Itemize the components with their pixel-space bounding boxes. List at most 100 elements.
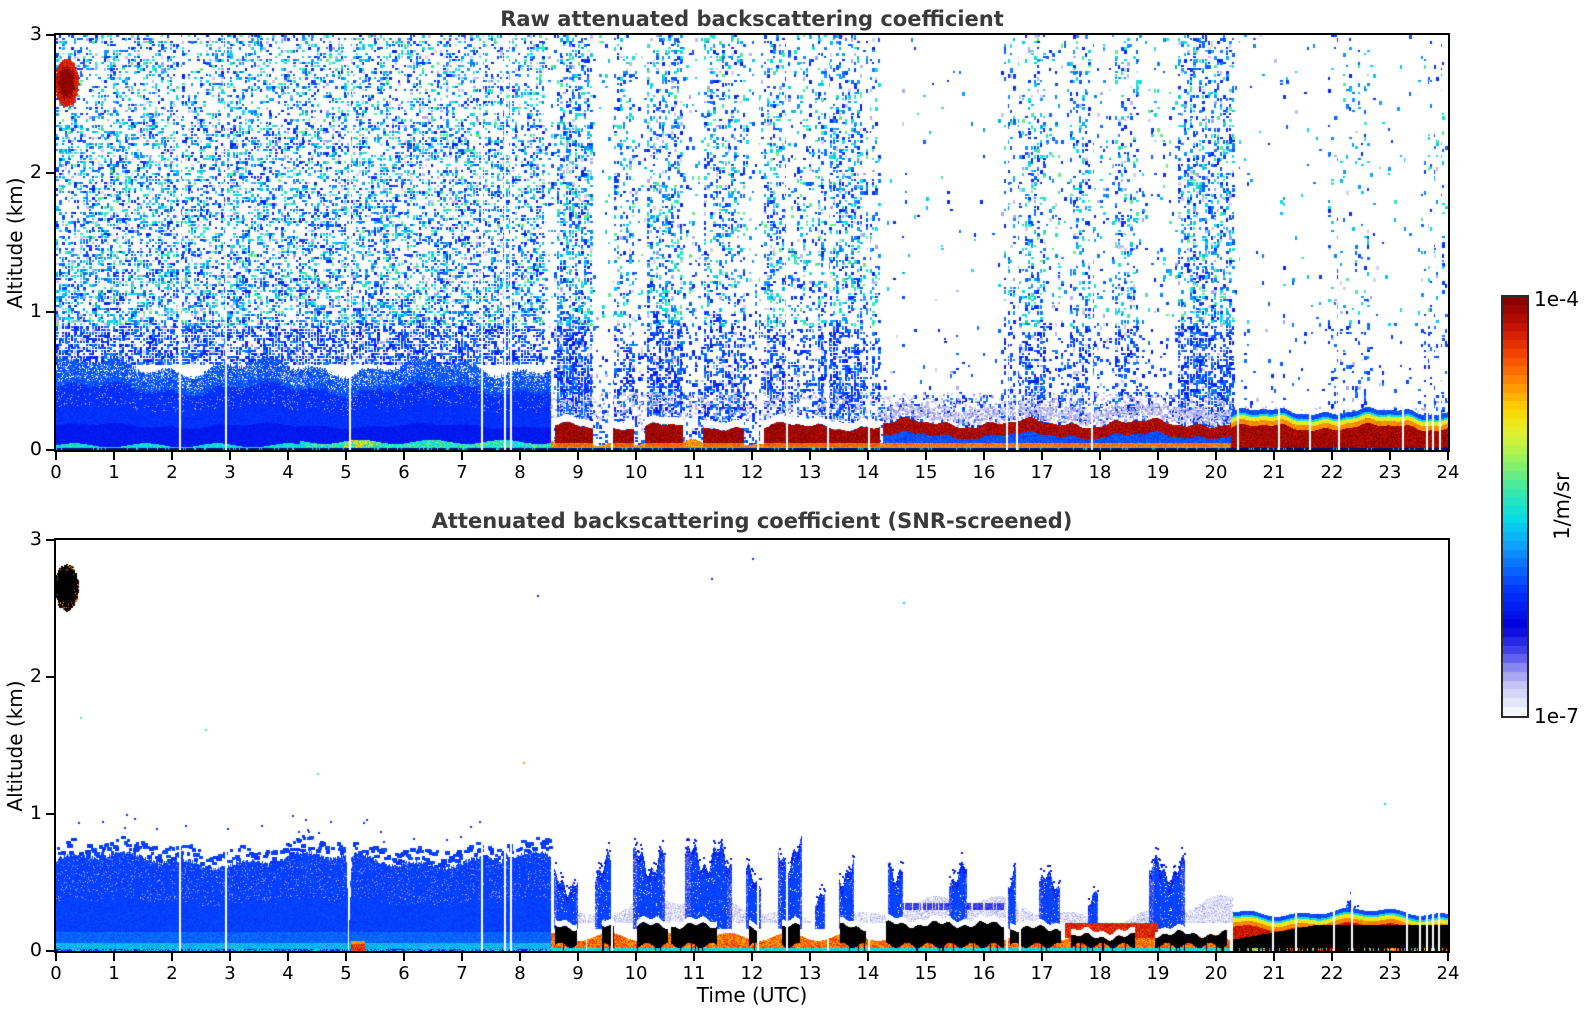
x-tick (925, 953, 927, 961)
x-tick-label: 3 (224, 963, 236, 984)
x-tick-label: 5 (340, 963, 352, 984)
x-tick (1447, 953, 1449, 961)
x-tick (1215, 452, 1217, 460)
screened-panel-title: Attenuated backscattering coefficient (S… (431, 509, 1073, 533)
y-tick (46, 34, 54, 36)
x-tick-label: 9 (572, 462, 584, 483)
x-tick (925, 452, 927, 460)
x-tick-label: 23 (1378, 963, 1402, 984)
x-tick-label: 21 (1262, 963, 1286, 984)
x-tick-label: 20 (1204, 462, 1228, 483)
x-tick (1331, 953, 1333, 961)
x-tick-label: 10 (624, 963, 648, 984)
x-tick (1215, 953, 1217, 961)
y-tick (46, 310, 54, 313)
x-tick (577, 953, 579, 961)
y-tick (46, 676, 54, 678)
colorbar-min-label: 1e-7 (1534, 704, 1579, 728)
x-tick (1273, 953, 1275, 961)
y-tick-label: 2 (29, 161, 42, 184)
x-tick (345, 452, 347, 460)
x-tick-label: 1 (108, 963, 120, 984)
x-tick-label: 8 (514, 462, 526, 483)
x-tick-label: 24 (1436, 963, 1460, 984)
x-tick-label: 12 (740, 963, 764, 984)
screened-plot-frame (54, 538, 1450, 953)
colorbar-units-label: 1/m/sr (1550, 472, 1574, 540)
x-tick-label: 21 (1262, 462, 1286, 483)
colorbar-canvas (1503, 297, 1527, 716)
y-tick-label: 1 (29, 299, 42, 322)
x-tick (1447, 452, 1449, 460)
x-tick (113, 452, 115, 460)
x-tick-label: 22 (1320, 462, 1344, 483)
x-tick-label: 12 (740, 462, 764, 483)
x-tick (983, 953, 985, 961)
x-tick-label: 15 (914, 462, 938, 483)
x-axis-label: Time (UTC) (696, 983, 808, 1007)
x-tick (983, 452, 985, 460)
x-tick (1157, 452, 1159, 460)
x-tick (1157, 953, 1159, 961)
raw-plot-frame (54, 33, 1450, 452)
x-tick-label: 1 (108, 462, 120, 483)
screened-heatmap-canvas (56, 540, 1448, 951)
y-tick-label: 0 (29, 438, 42, 460)
x-tick-label: 20 (1204, 963, 1228, 984)
x-tick-label: 0 (50, 963, 62, 984)
x-tick-label: 17 (1030, 462, 1054, 483)
raw-panel-title: Raw attenuated backscattering coefficien… (500, 7, 1004, 31)
x-tick-label: 19 (1146, 963, 1170, 984)
x-tick (461, 452, 463, 460)
x-tick (171, 452, 173, 460)
x-tick (809, 452, 811, 460)
y-tick-label: 2 (29, 665, 42, 687)
x-tick-label: 0 (50, 462, 62, 483)
x-tick-label: 19 (1146, 462, 1170, 483)
x-tick (693, 953, 695, 961)
x-tick (693, 452, 695, 460)
y-tick (46, 539, 54, 541)
x-tick (229, 452, 231, 460)
x-tick-label: 15 (914, 963, 938, 984)
x-tick-label: 3 (224, 462, 236, 483)
y-tick (46, 950, 54, 952)
x-tick-label: 13 (798, 462, 822, 483)
x-tick (1041, 452, 1043, 460)
y-tick-label: 0 (29, 939, 42, 961)
x-tick-label: 9 (572, 963, 584, 984)
x-tick-label: 5 (340, 462, 352, 483)
x-tick-label: 13 (798, 963, 822, 984)
x-tick-label: 24 (1436, 462, 1460, 483)
x-tick-label: 4 (282, 462, 294, 483)
x-tick (461, 953, 463, 961)
x-tick (635, 452, 637, 460)
y-tick-label: 3 (29, 528, 42, 550)
x-tick-label: 23 (1378, 462, 1402, 483)
x-tick-label: 4 (282, 963, 294, 984)
x-tick (1389, 953, 1391, 961)
x-tick (229, 953, 231, 961)
x-tick (171, 953, 173, 961)
raw-heatmap-canvas (56, 35, 1448, 450)
x-tick (635, 953, 637, 961)
x-tick (867, 953, 869, 961)
y-tick (46, 449, 54, 451)
x-tick (1099, 452, 1101, 460)
x-tick-label: 16 (972, 963, 996, 984)
x-tick-label: 10 (624, 462, 648, 483)
x-tick-label: 6 (398, 462, 410, 483)
x-tick (287, 452, 289, 460)
x-tick (1389, 452, 1391, 460)
x-tick-label: 11 (682, 963, 706, 984)
x-tick (113, 953, 115, 961)
x-tick (751, 452, 753, 460)
y-tick (46, 813, 54, 815)
y-tick-label: 3 (29, 23, 42, 45)
x-tick (55, 452, 57, 460)
x-tick (287, 953, 289, 961)
x-tick-label: 14 (856, 462, 880, 483)
x-tick (1099, 953, 1101, 961)
x-tick-label: 2 (166, 462, 178, 483)
x-tick (519, 953, 521, 961)
